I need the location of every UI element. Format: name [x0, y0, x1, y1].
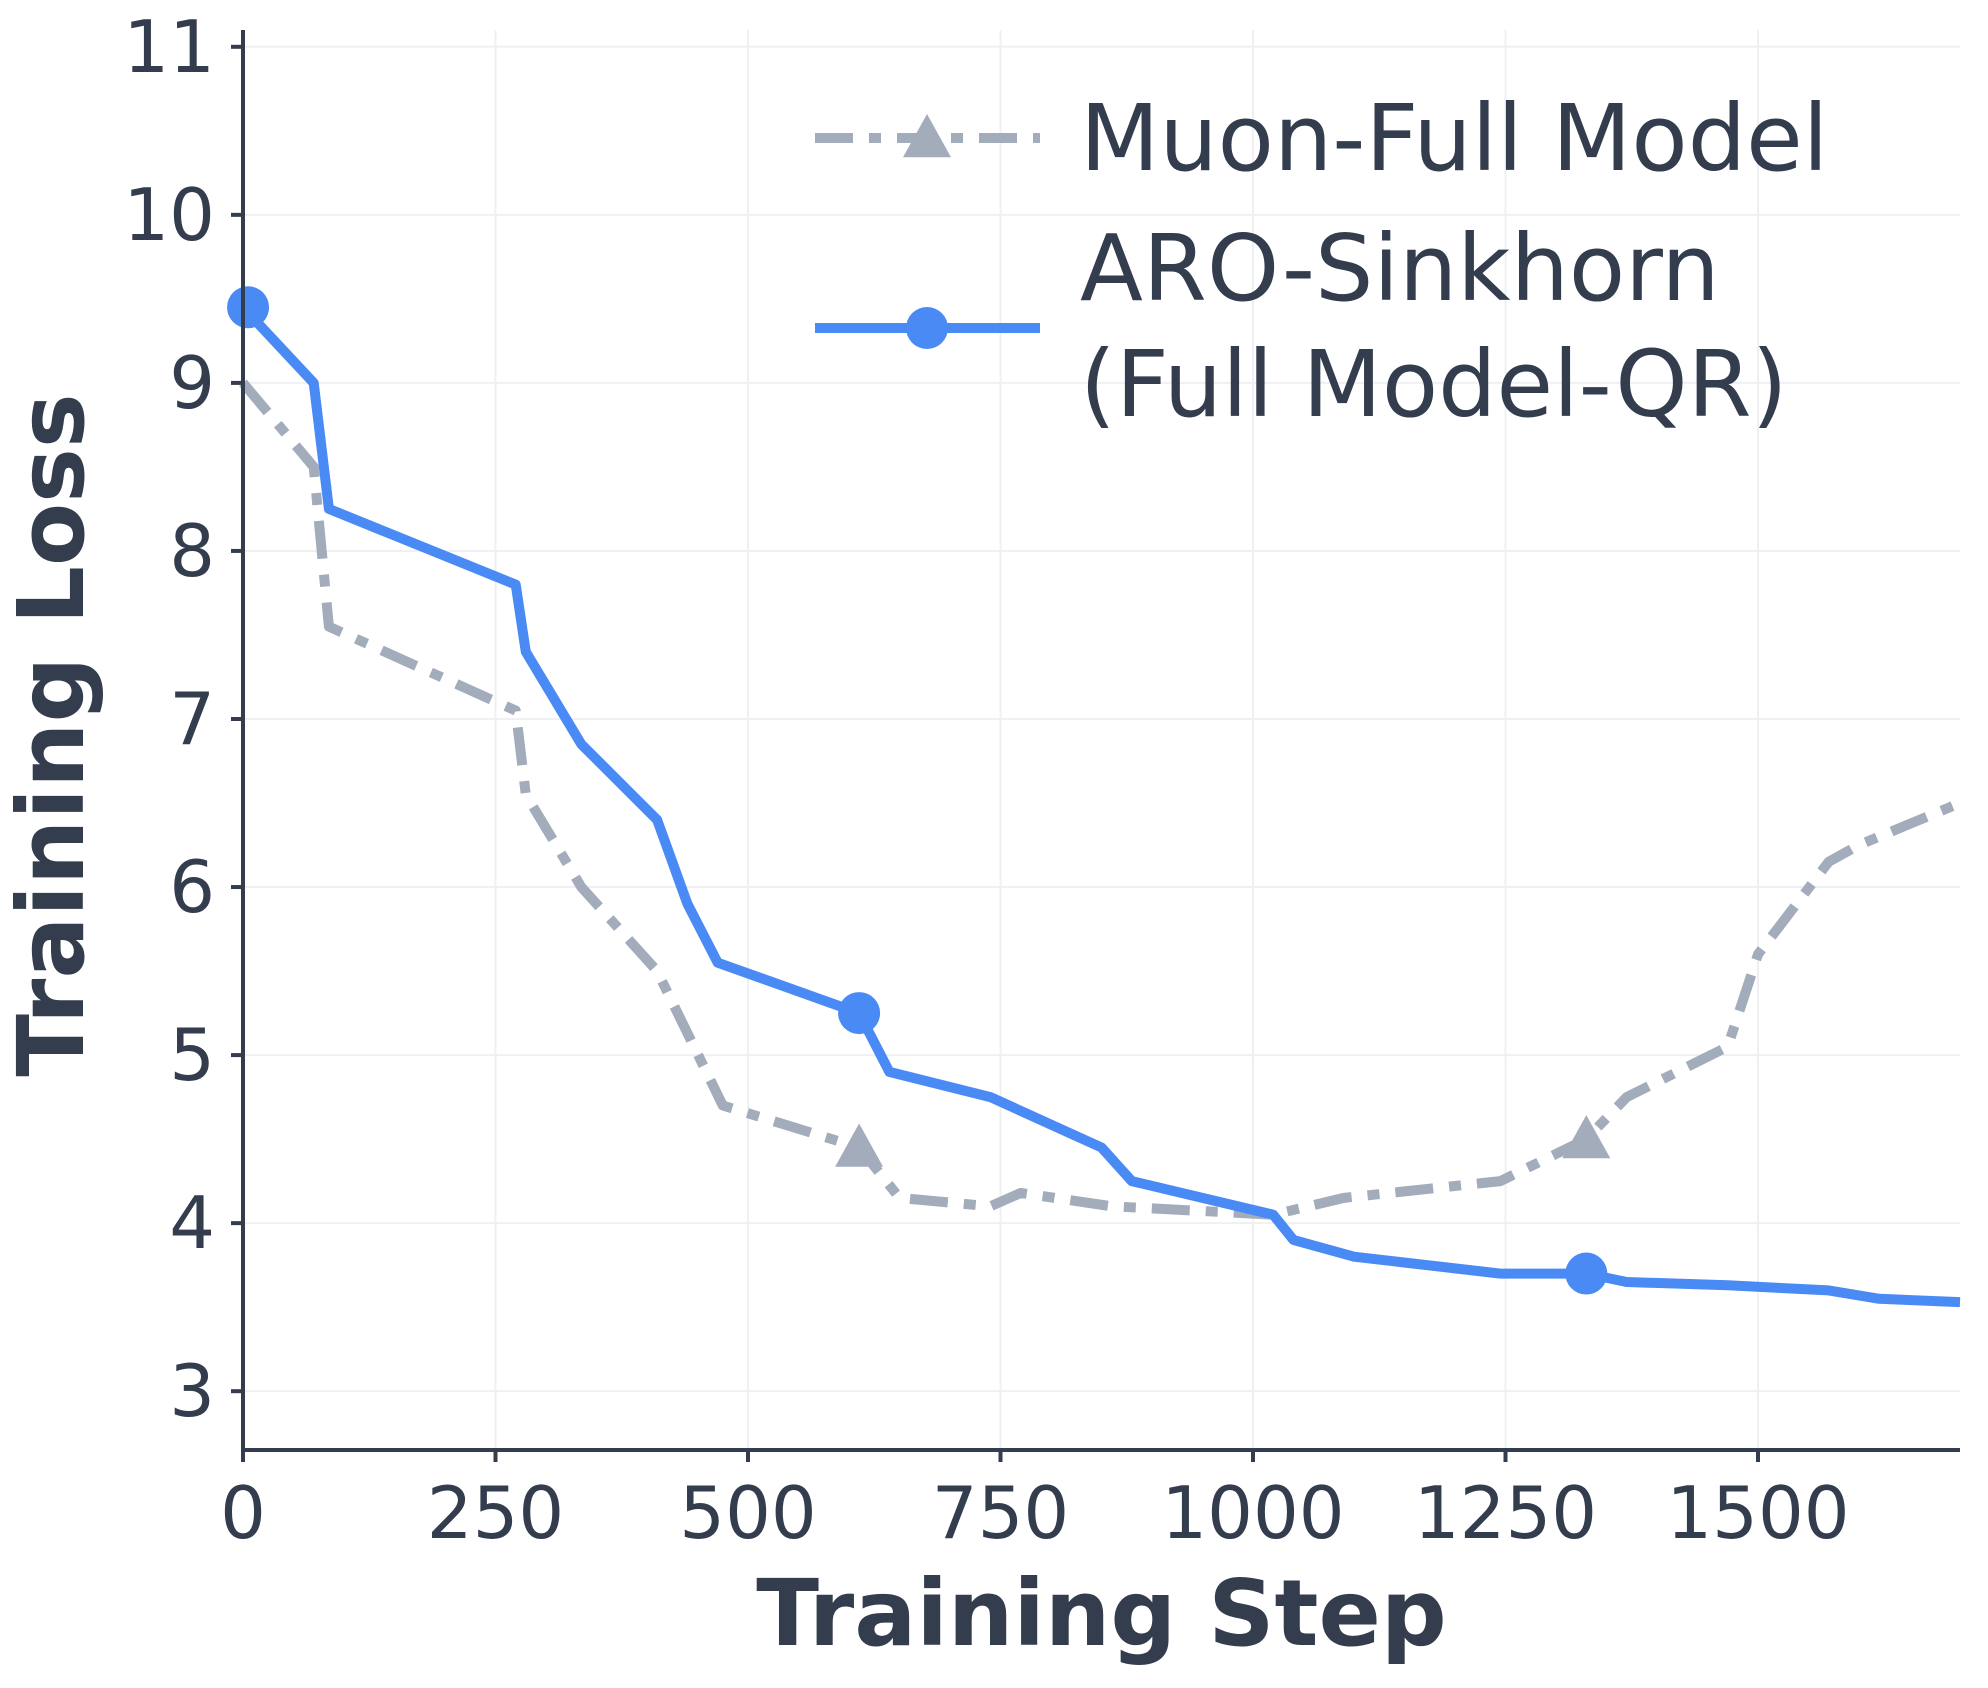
axes: 3 4 5 6 7 8 9 10 11 0 250 500 750 1000 1250 1500: [123, 5, 1960, 1555]
legend-label: (Full Model-QR): [1080, 331, 1787, 438]
data-point-marker: [1565, 1252, 1608, 1295]
x-axis-title: Training Step: [756, 1560, 1447, 1667]
x-tick-label: 0: [220, 1471, 266, 1555]
x-tick-label: 1250: [1414, 1471, 1597, 1555]
x-tick-label: 500: [679, 1471, 816, 1555]
data-point-marker: [227, 286, 270, 329]
legend: Muon-Full Model ARO-Sinkhorn(Full Model-Q…: [815, 85, 1828, 438]
data-point-marker: [1562, 1115, 1611, 1159]
legend-label: ARO-Sinkhorn: [1080, 215, 1720, 322]
y-tick-label: 8: [169, 509, 215, 593]
legend-label: Muon-Full Model: [1080, 85, 1828, 192]
x-tick-label: 750: [932, 1471, 1069, 1555]
legend-marker: [903, 114, 951, 158]
y-tick-label: 3: [169, 1349, 215, 1433]
y-tick-label: 6: [169, 845, 215, 929]
series-line-muon-full-model: [239, 379, 1962, 1220]
data-point-marker: [838, 992, 881, 1035]
data-point-marker: [835, 1123, 884, 1167]
series-line-aro-sinkhorn: [239, 303, 1961, 1308]
series-lines: [227, 286, 1962, 1308]
y-tick-label: 7: [169, 677, 215, 761]
y-tick-label: 5: [169, 1013, 215, 1097]
x-tick-label: 250: [427, 1471, 564, 1555]
legend-marker: [906, 307, 948, 349]
y-tick-label: 11: [123, 5, 215, 89]
x-tick-label: 1000: [1161, 1471, 1344, 1555]
y-tick-label: 4: [169, 1181, 215, 1265]
y-tick-label: 9: [169, 341, 215, 425]
y-axis-title: Training Loss: [0, 393, 105, 1076]
x-tick-label: 1500: [1666, 1471, 1849, 1555]
y-tick-label: 10: [123, 173, 215, 257]
